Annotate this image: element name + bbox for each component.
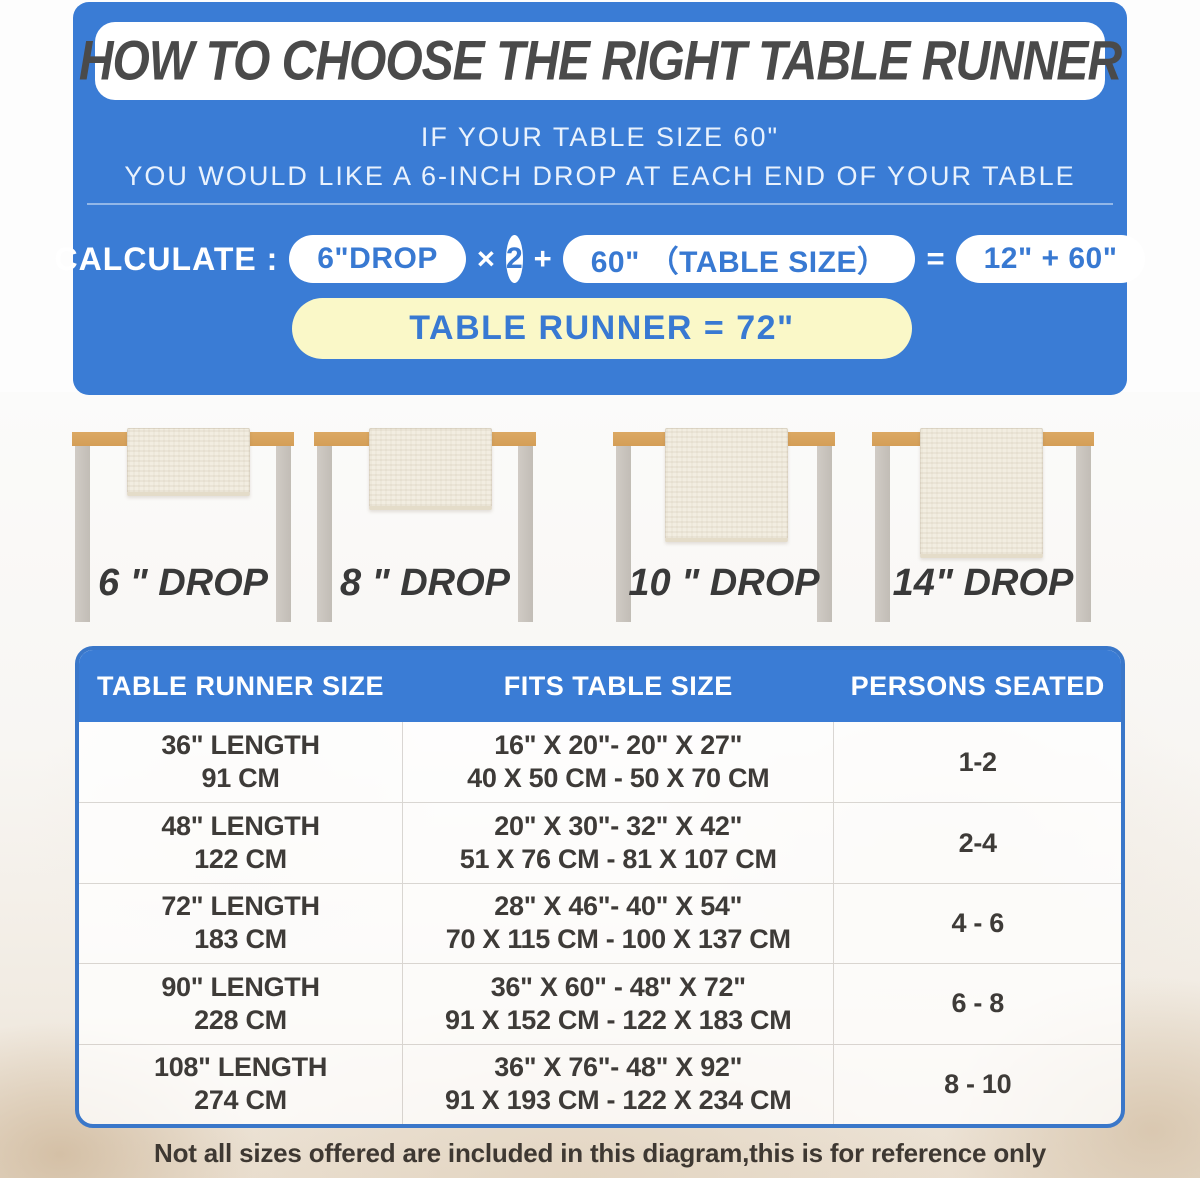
drop-figure-10-inch: 10 " DROP — [613, 428, 835, 622]
persons-seated-cell: 8 - 10 — [944, 1068, 1012, 1099]
table-leg-left — [875, 446, 890, 622]
size-chart-panel: TABLE RUNNER SIZE FITS TABLE SIZE PERSON… — [75, 646, 1125, 1128]
table-leg-right — [518, 446, 533, 622]
result-highlight-pill: TABLE RUNNER = 72" — [292, 298, 912, 359]
multiply-sign: × — [476, 241, 495, 276]
fits-table-cm: 91 X 193 CM - 122 X 234 CM — [445, 1085, 792, 1116]
calculate-label: CALCULATE : — [54, 240, 279, 277]
table-row: 36" LENGTH 91 CM 16" X 20"- 20" X 27" 40… — [79, 722, 1121, 803]
persons-seated-cell: 2-4 — [958, 827, 997, 858]
size-chart-header: TABLE RUNNER SIZE FITS TABLE SIZE PERSON… — [79, 650, 1121, 722]
multiplier-circle: 2 — [505, 235, 523, 283]
banner-divider — [87, 203, 1113, 205]
calculation-row: CALCULATE : 6"DROP × 2 + 60" （TABLE SIZE… — [55, 234, 1146, 284]
fits-table-cell: 36" X 76"- 48" X 92" 91 X 193 CM - 122 X… — [402, 1044, 835, 1124]
runner-size-inches: 72" LENGTH — [161, 891, 320, 922]
runner-size-cell: 90" LENGTH 228 CM — [79, 964, 402, 1043]
fits-table-cm: 51 X 76 CM - 81 X 107 CM — [459, 844, 777, 875]
table-leg-right — [1076, 446, 1091, 622]
fits-table-inches: 16" X 20"- 20" X 27" — [494, 730, 743, 761]
table-leg-left — [75, 446, 90, 622]
runner-size-cell: 36" LENGTH 91 CM — [79, 722, 402, 802]
table-runner-graphic — [920, 428, 1043, 558]
size-chart-body: 36" LENGTH 91 CM 16" X 20"- 20" X 27" 40… — [79, 722, 1121, 1124]
table-leg-left — [616, 446, 631, 622]
drop-label: 6 " DROP — [97, 562, 269, 604]
fits-table-inches: 36" X 60" - 48" X 72" — [490, 971, 746, 1002]
fits-table-cm: 91 X 152 CM - 122 X 183 CM — [445, 1004, 792, 1035]
result-text: TABLE RUNNER = 72" — [409, 309, 795, 347]
table-leg-right — [276, 446, 291, 622]
table-runner-graphic — [665, 428, 788, 542]
table-leg-right — [817, 446, 832, 622]
fits-table-cell: 20" X 30"- 32" X 42" 51 X 76 CM - 81 X 1… — [402, 803, 835, 883]
table-row: 72" LENGTH 183 CM 28" X 46"- 40" X 54" 7… — [79, 882, 1121, 964]
table-row: 108" LENGTH 274 CM 36" X 76"- 48" X 92" … — [79, 1043, 1121, 1124]
column-header-runner-size: TABLE RUNNER SIZE — [97, 670, 385, 701]
runner-size-cm: 228 CM — [194, 1004, 287, 1035]
runner-size-inches: 48" LENGTH — [161, 811, 320, 842]
runner-size-cm: 91 CM — [201, 763, 280, 794]
table-runner-graphic — [369, 428, 492, 510]
fits-table-cell: 16" X 20"- 20" X 27" 40 X 50 CM - 50 X 7… — [402, 722, 835, 803]
runner-size-inches: 90" LENGTH — [161, 971, 320, 1002]
footer-disclaimer: Not all sizes offered are included in th… — [154, 1138, 1046, 1168]
subtitle-line-2: YOU WOULD LIKE A 6-INCH DROP AT EACH END… — [124, 161, 1076, 191]
table-row: 48" LENGTH 122 CM 20" X 30"- 32" X 42" 5… — [79, 802, 1121, 883]
runner-size-inches: 108" LENGTH — [153, 1052, 328, 1083]
runner-size-cm: 183 CM — [194, 924, 287, 955]
runner-size-inches: 36" LENGTH — [161, 730, 320, 761]
title-box: HOW TO CHOOSE THE RIGHT TABLE RUNNER — [79, 22, 1122, 100]
fits-table-inches: 36" X 76"- 48" X 92" — [494, 1052, 743, 1083]
drop-value-pill: 6"DROP — [289, 235, 466, 283]
fits-table-inches: 20" X 30"- 32" X 42" — [494, 811, 743, 842]
drop-label: 10 " DROP — [628, 562, 820, 604]
drop-label: 8 " DROP — [339, 562, 511, 604]
runner-size-cm: 122 CM — [194, 844, 287, 875]
table-size-pill: 60" （TABLE SIZE） — [562, 235, 916, 283]
runner-size-cell: 108" LENGTH 274 CM — [79, 1045, 402, 1124]
table-leg-left — [317, 446, 332, 622]
drop-figure-8-inch: 8 " DROP — [314, 428, 536, 622]
persons-seated-cell: 4 - 6 — [951, 907, 1004, 938]
drop-label: 14" DROP — [892, 562, 1074, 604]
fits-table-cell: 36" X 60" - 48" X 72" 91 X 152 CM - 122 … — [402, 964, 835, 1044]
drop-figure-14-inch: 14" DROP — [872, 428, 1094, 622]
persons-seated-cell: 1-2 — [958, 746, 997, 777]
persons-seated-cell: 6 - 8 — [951, 988, 1004, 1019]
page-title: HOW TO CHOOSE THE RIGHT TABLE RUNNER — [78, 30, 1122, 92]
fits-table-cell: 28" X 46"- 40" X 54" 70 X 115 CM - 100 X… — [402, 883, 835, 964]
plus-sign: + — [533, 241, 552, 276]
fits-table-cm: 70 X 115 CM - 100 X 137 CM — [445, 924, 791, 955]
column-header-persons-seated: PERSONS SEATED — [850, 670, 1105, 701]
column-header-fits-table-size: FITS TABLE SIZE — [503, 670, 733, 701]
subtitle-line-1: IF YOUR TABLE SIZE 60" — [420, 122, 780, 152]
fits-table-cm: 40 X 50 CM - 50 X 70 CM — [467, 763, 770, 794]
equals-sign: = — [926, 241, 945, 276]
table-runner-graphic — [127, 428, 250, 496]
runner-size-cell: 48" LENGTH 122 CM — [79, 803, 402, 882]
table-row: 90" LENGTH 228 CM 36" X 60" - 48" X 72" … — [79, 963, 1121, 1044]
fits-table-inches: 28" X 46"- 40" X 54" — [494, 891, 743, 922]
runner-size-cell: 72" LENGTH 183 CM — [79, 884, 402, 963]
runner-size-cm: 274 CM — [194, 1085, 287, 1116]
header-banner: HOW TO CHOOSE THE RIGHT TABLE RUNNER IF … — [55, 2, 1146, 395]
drop-figure-6-inch: 6 " DROP — [72, 428, 294, 622]
sum-pill: 12" + 60" — [955, 235, 1146, 283]
